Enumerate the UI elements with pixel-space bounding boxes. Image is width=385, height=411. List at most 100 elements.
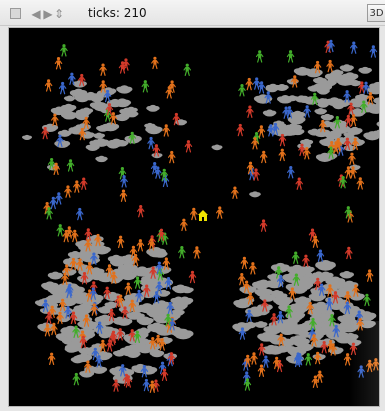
cloud-icon <box>125 110 139 118</box>
person-icon <box>356 177 365 190</box>
cloud-icon <box>139 277 159 288</box>
person-icon <box>133 276 142 289</box>
person-icon <box>124 282 133 295</box>
person-icon <box>65 283 74 297</box>
person-icon <box>326 284 334 297</box>
person-icon <box>320 340 328 354</box>
cloud-icon <box>89 139 104 147</box>
person-icon <box>303 147 311 160</box>
cloud-icon <box>145 125 163 135</box>
person-icon <box>332 324 340 338</box>
person-icon <box>142 378 151 392</box>
person-icon <box>68 72 76 85</box>
up-down-icon[interactable]: ⇕ <box>53 7 65 21</box>
person-icon <box>120 175 128 188</box>
person-icon <box>259 219 268 232</box>
person-icon <box>56 224 64 237</box>
resize-icon[interactable] <box>10 8 21 19</box>
person-icon <box>85 261 94 275</box>
person-icon <box>331 291 340 304</box>
person-icon <box>95 321 104 334</box>
person-icon <box>152 144 161 157</box>
cloud-icon <box>211 144 223 151</box>
person-icon <box>76 258 84 271</box>
person-icon <box>90 303 99 316</box>
person-icon <box>216 206 224 219</box>
person-icon <box>90 252 98 265</box>
person-icon <box>157 228 166 241</box>
cloud-icon <box>171 308 185 316</box>
person-icon <box>152 291 161 304</box>
view-toolbar: ◀ ▶ ⇕ ticks: 210 3D <box>0 0 385 26</box>
person-icon <box>155 281 163 294</box>
cloud-icon <box>42 123 59 132</box>
cloud-icon <box>312 76 327 85</box>
person-icon <box>91 347 100 361</box>
person-icon <box>69 311 78 325</box>
view-3d-button[interactable]: 3D <box>367 4 385 22</box>
person-icon <box>154 166 162 179</box>
person-icon <box>276 310 285 324</box>
world-view[interactable] <box>8 27 380 407</box>
person-icon <box>278 133 287 147</box>
person-icon <box>362 81 370 95</box>
person-icon <box>45 311 53 325</box>
person-icon <box>347 102 355 115</box>
person-icon <box>349 166 357 179</box>
person-icon <box>95 355 103 368</box>
person-icon <box>190 207 198 221</box>
cloud-icon <box>79 369 95 378</box>
person-icon <box>122 58 130 71</box>
cloud-icon <box>85 143 100 151</box>
person-icon <box>109 112 118 125</box>
person-icon <box>99 63 107 76</box>
cloud-icon <box>131 312 145 320</box>
person-icon <box>327 39 335 53</box>
cloud-icon <box>75 123 91 132</box>
cloud-icon <box>60 110 78 120</box>
person-icon <box>344 166 353 179</box>
person-icon <box>136 239 145 252</box>
cloud-icon <box>69 88 88 98</box>
house-icon <box>198 210 208 221</box>
cloud-icon <box>153 250 168 258</box>
cloud-icon <box>104 301 119 309</box>
person-icon <box>128 329 136 342</box>
person-icon <box>45 207 53 220</box>
cloud-icon <box>313 82 333 93</box>
cloud-icon <box>108 138 125 148</box>
person-icon <box>180 218 188 232</box>
person-icon <box>238 272 246 286</box>
person-icon <box>94 233 102 247</box>
person-icon <box>64 306 72 319</box>
cloud-icon <box>274 292 288 300</box>
cloud-icon <box>331 69 344 76</box>
person-icon <box>71 229 79 243</box>
person-icon <box>105 264 114 277</box>
world-canvas[interactable] <box>9 28 379 406</box>
person-icon <box>319 119 327 133</box>
person-icon <box>246 292 255 305</box>
person-icon <box>360 100 368 113</box>
arrow-left-icon[interactable]: ◀ <box>31 7 41 21</box>
arrow-right-icon[interactable]: ▶ <box>43 7 53 21</box>
cloud-icon <box>300 265 315 273</box>
cloud-icon <box>373 97 379 106</box>
person-icon <box>149 266 157 279</box>
person-icon <box>278 148 287 162</box>
person-icon <box>64 185 72 198</box>
person-icon <box>245 77 254 91</box>
person-icon <box>255 50 264 63</box>
person-icon <box>84 239 92 252</box>
cloud-icon <box>336 100 350 108</box>
person-icon <box>89 287 98 300</box>
cloud-icon <box>321 261 336 269</box>
cloud-icon <box>340 280 359 290</box>
cloud-icon <box>95 155 108 163</box>
person-icon <box>147 136 155 150</box>
cloud-icon <box>291 337 310 347</box>
person-icon <box>154 334 162 348</box>
cloud-icon <box>324 130 342 140</box>
cloud-icon <box>64 345 79 353</box>
